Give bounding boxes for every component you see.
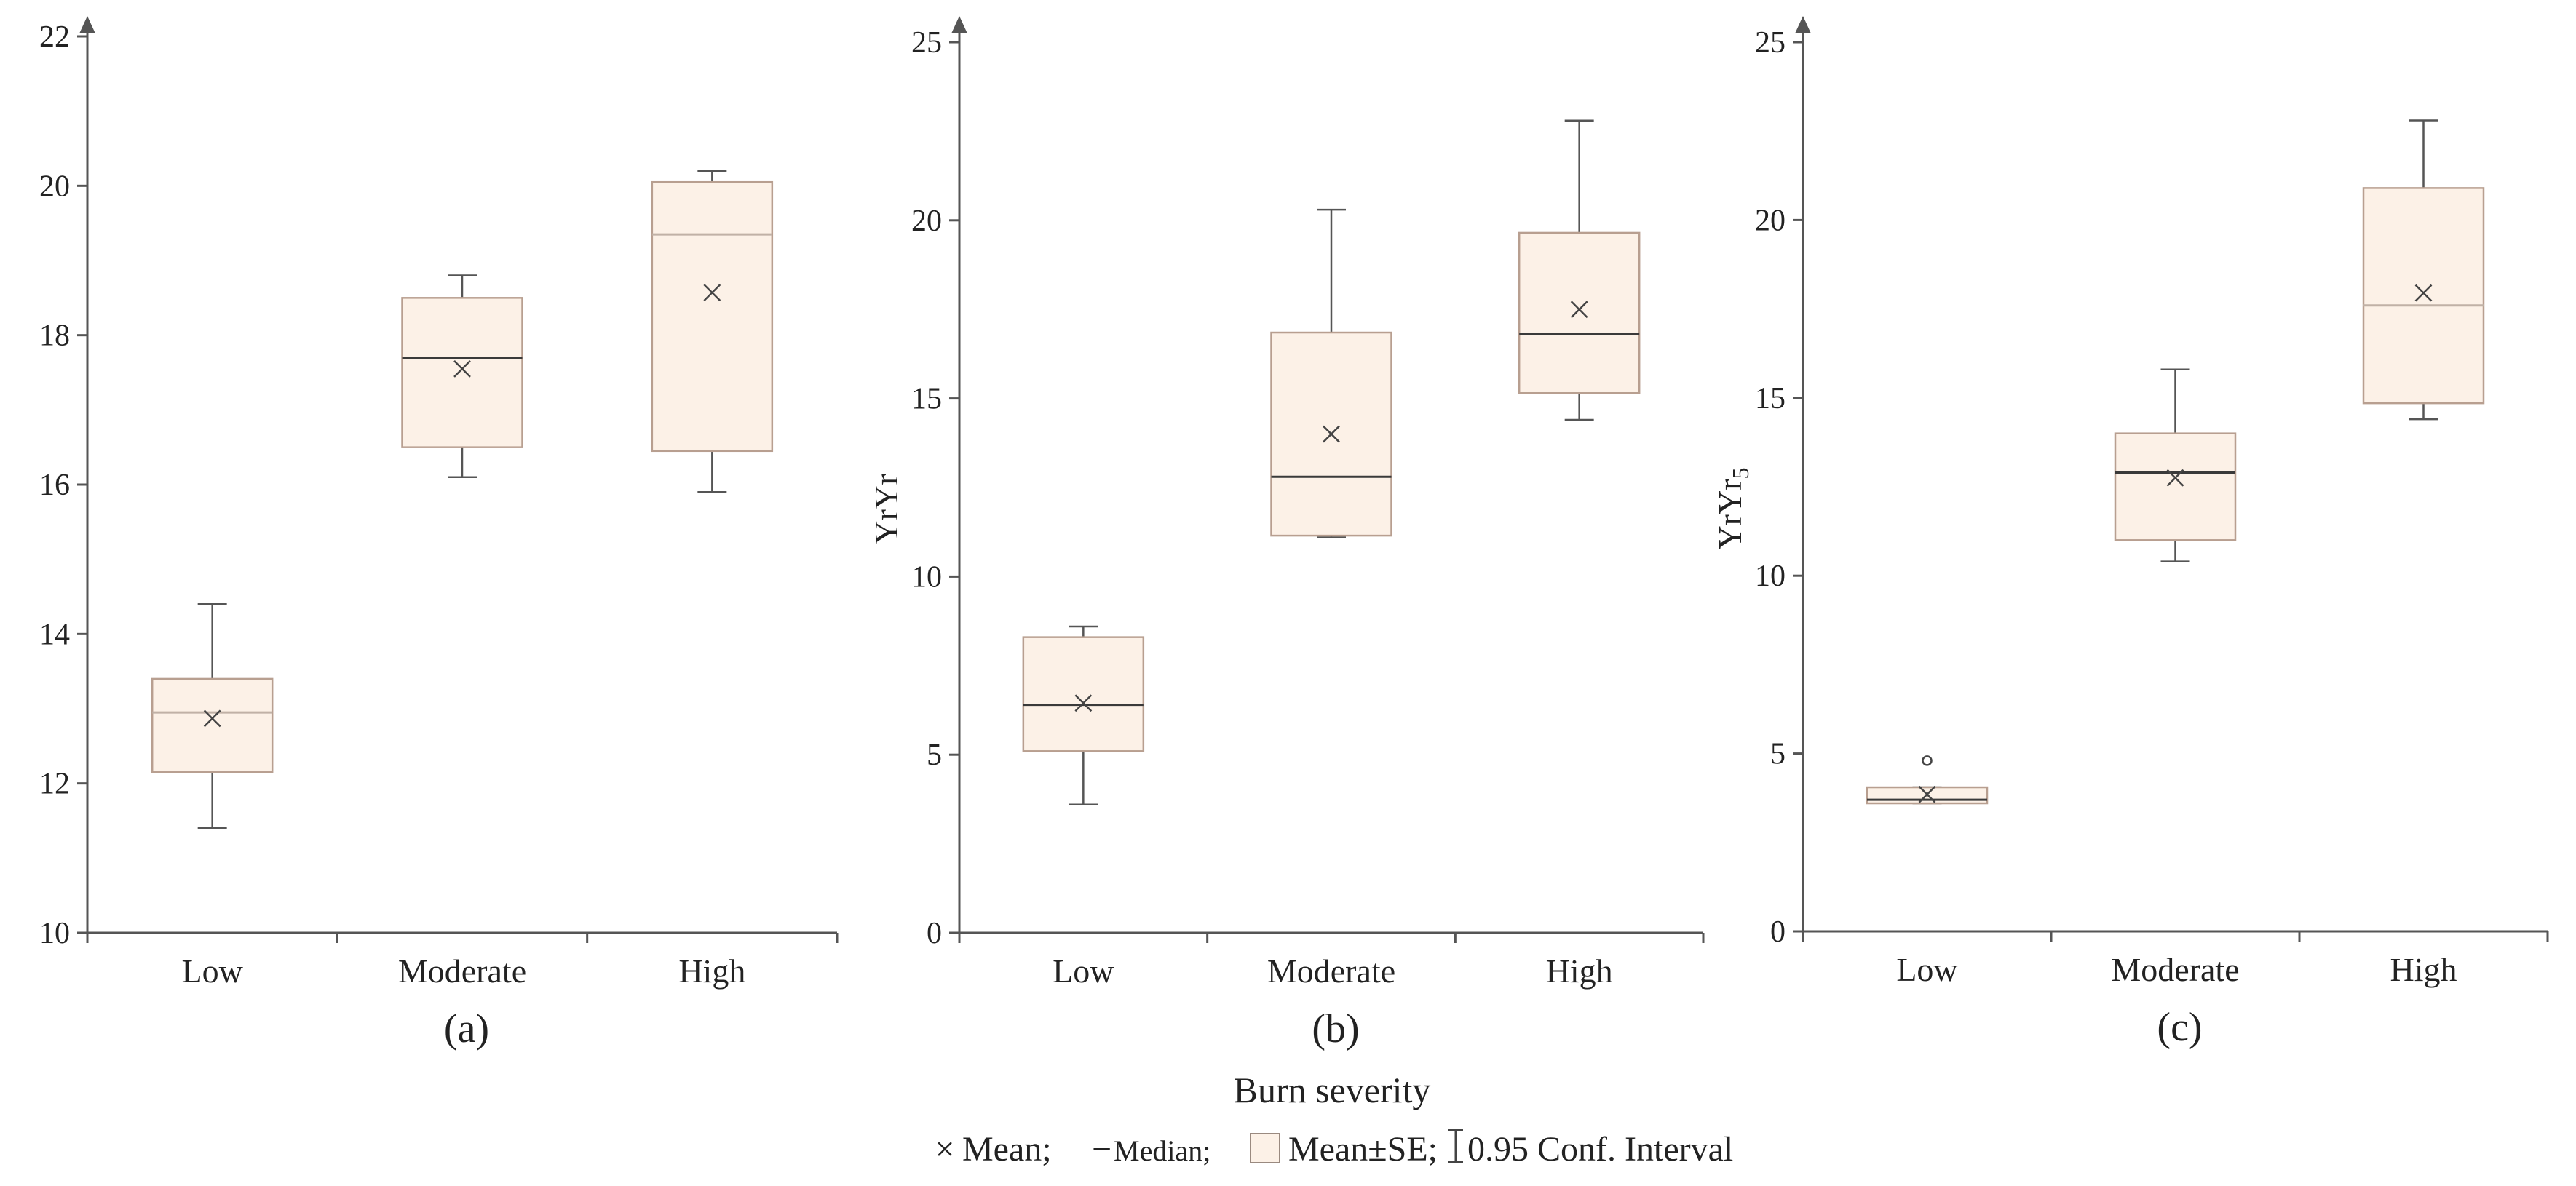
- chart-panel-1: 10 12 14 16 18 20 22 Low Moderate High (a): [39, 16, 839, 1051]
- legend-mean-symbol: ×: [935, 1130, 954, 1169]
- legend: × Mean; − Median; Mean±SE; 0.95 Conf. In…: [935, 1129, 1733, 1169]
- y-tick-label: 20: [39, 170, 70, 203]
- y-axis-label-text: YrYr: [1711, 479, 1748, 549]
- y-tick-label: 10: [39, 917, 70, 950]
- mean-marker-icon: [1570, 301, 1588, 319]
- box-high: [2362, 119, 2485, 421]
- y-tick-label: 0: [927, 917, 942, 950]
- y-tick-label: 15: [911, 383, 942, 416]
- mean-marker-icon: [2166, 469, 2184, 487]
- y-tick-label: 25: [911, 26, 942, 60]
- y-axis-arrow-icon: [1795, 16, 1811, 33]
- panels: 10 12 14 16 18 20 22 Low Moderate High (a) 0 5 10 15 20…: [39, 16, 2549, 1051]
- x-tick-label: Low: [1896, 951, 1958, 988]
- box-low: [1866, 755, 1989, 805]
- legend-ci-icon: [1448, 1129, 1463, 1163]
- mean-marker-icon: [2414, 284, 2433, 302]
- y-tick-label: 20: [911, 204, 942, 238]
- mean-marker-icon: [703, 284, 721, 302]
- box-low: [1022, 625, 1145, 805]
- y-tick-label: 10: [1755, 560, 1786, 593]
- box-moderate: [2114, 368, 2237, 562]
- y-tick-label: 25: [1755, 26, 1786, 60]
- legend-median-symbol: −: [1092, 1130, 1111, 1169]
- mean-marker-icon: [1074, 694, 1093, 712]
- legend-ci-label: 0.95 Conf. Interval: [1467, 1130, 1733, 1169]
- outlier-point: [1922, 755, 1933, 766]
- legend-box-swatch: [1250, 1133, 1280, 1163]
- y-axis-label-text: YrYr: [868, 474, 905, 544]
- x-tick-label: Low: [1053, 952, 1114, 990]
- box-rect: [401, 297, 523, 448]
- box-high: [651, 170, 774, 493]
- x-axis-title: Burn severity: [1234, 1070, 1431, 1110]
- y-tick-label: 20: [1755, 204, 1786, 237]
- x-tick-label: Moderate: [398, 952, 526, 990]
- box-low: [151, 603, 274, 829]
- panel-label: (a): [444, 1006, 489, 1051]
- x-tick-label: High: [678, 952, 745, 990]
- x-tick-label: Low: [182, 952, 244, 990]
- x-tick-label: High: [2390, 951, 2457, 988]
- x-tick-label: High: [1546, 952, 1613, 990]
- mean-marker-icon: [203, 709, 221, 728]
- y-tick-label: 14: [39, 618, 70, 651]
- chart-panel-2: 0 5 10 15 20 25 Low Moderate High (b) YrYr: [868, 16, 1705, 1051]
- y-axis-arrow-icon: [951, 16, 967, 33]
- y-tick-label: 5: [1770, 738, 1786, 771]
- box-high: [1518, 119, 1641, 421]
- y-tick-label: 22: [39, 20, 70, 54]
- x-tick-label: Moderate: [1267, 952, 1395, 990]
- mean-marker-icon: [453, 359, 471, 378]
- legend-mean-label: Mean;: [962, 1130, 1052, 1169]
- y-axis-label-subscript: 5: [1727, 467, 1753, 479]
- box-rect: [151, 677, 274, 773]
- legend-box-label: Mean±SE;: [1288, 1130, 1438, 1169]
- box-rect: [1022, 636, 1145, 752]
- y-tick-label: 12: [39, 768, 70, 801]
- box-rect: [651, 180, 774, 453]
- box-rect: [1518, 231, 1641, 394]
- y-tick-label: 5: [927, 739, 942, 772]
- y-axis-arrow-icon: [79, 16, 95, 33]
- box-rect: [2362, 187, 2485, 405]
- y-tick-label: 10: [911, 560, 942, 594]
- box-moderate: [1270, 208, 1392, 538]
- box-rect: [2114, 432, 2237, 541]
- y-axis-label: YrYr: [868, 474, 905, 544]
- legend-median-label: Median;: [1114, 1134, 1210, 1167]
- x-tick-label: Moderate: [2111, 951, 2239, 988]
- y-tick-label: 16: [39, 469, 70, 502]
- panel-label: (b): [1312, 1006, 1359, 1051]
- y-tick-label: 18: [39, 319, 70, 353]
- mean-marker-icon: [1323, 425, 1340, 443]
- y-tick-label: 0: [1770, 915, 1786, 949]
- mean-marker-icon: [1918, 785, 1936, 803]
- box-moderate: [401, 274, 523, 478]
- y-axis-label: YrYr5: [1711, 467, 1753, 549]
- y-tick-label: 15: [1755, 382, 1786, 415]
- panel-label: (c): [2157, 1005, 2202, 1050]
